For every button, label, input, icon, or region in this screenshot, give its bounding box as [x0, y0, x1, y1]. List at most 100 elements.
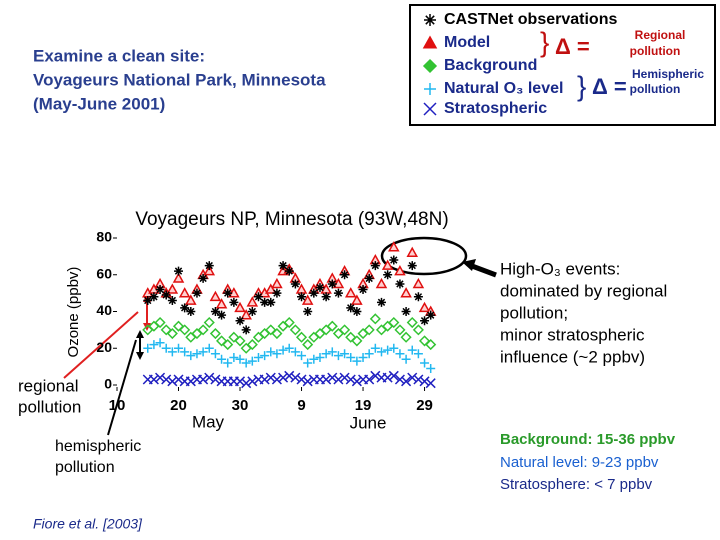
point: [161, 343, 171, 353]
point: [203, 265, 216, 276]
arrow-head: [136, 330, 144, 338]
point: [149, 292, 159, 302]
y-tick-label: 0: [104, 376, 112, 392]
highlight: [380, 236, 468, 276]
point: [382, 372, 393, 383]
point: [351, 376, 362, 387]
legend-symbol: [422, 58, 438, 74]
point: [370, 370, 381, 381]
heading: Examine a clean site: Voyageurs National…: [33, 46, 326, 113]
point: [401, 307, 411, 316]
point: [370, 343, 380, 353]
point: [425, 339, 437, 351]
point: [284, 266, 294, 276]
point: [407, 372, 418, 383]
point: [394, 324, 406, 336]
delta: Δ =: [592, 74, 627, 99]
legend-symbol: [424, 83, 436, 95]
point: [234, 335, 246, 347]
point: [339, 324, 351, 336]
legend-label: CASTNet observations: [444, 11, 617, 28]
point: [346, 352, 356, 362]
point: [234, 376, 246, 387]
point: [395, 349, 405, 359]
note: pollution: [630, 82, 681, 96]
point: [148, 374, 159, 385]
point: [246, 339, 258, 351]
point: [264, 283, 277, 294]
point: [302, 376, 313, 387]
point: [209, 327, 221, 340]
point: [364, 349, 374, 359]
point: [401, 376, 412, 387]
point: [290, 372, 301, 383]
point: [284, 343, 294, 353]
chart-title: Voyageurs NP, Minnesota (93W,48N): [135, 209, 448, 230]
point: [166, 283, 179, 294]
note-line: regional: [18, 376, 79, 395]
point: [192, 288, 202, 298]
note-line: dominated by regional: [500, 281, 667, 300]
x-tick-label: 20: [170, 397, 187, 414]
point: [290, 347, 300, 357]
point: [216, 335, 228, 347]
legend-label: Natural O₃ level: [444, 80, 563, 97]
point: [247, 307, 257, 316]
arrow: [107, 339, 137, 436]
point: [234, 301, 246, 313]
point: [174, 266, 184, 276]
point: [413, 292, 423, 302]
point: [315, 283, 325, 293]
legend-symbol: [424, 14, 436, 26]
point: [290, 279, 300, 289]
point: [352, 307, 362, 316]
point: [363, 324, 375, 336]
point: [413, 349, 423, 359]
point: [296, 374, 307, 385]
heading-line: Examine a clean site:: [33, 46, 205, 65]
point: [426, 310, 436, 320]
point: [143, 343, 153, 353]
point: [203, 316, 215, 329]
point: [364, 374, 375, 385]
point: [426, 363, 436, 373]
point: [420, 316, 430, 326]
note: Hemispheric: [632, 67, 704, 81]
point: [278, 261, 288, 271]
point: [418, 335, 431, 347]
point: [179, 324, 191, 336]
point: [297, 292, 307, 302]
range: Background: 15-36 ppbv: [500, 431, 676, 448]
x-tick-label: 10: [109, 397, 126, 414]
point: [376, 297, 386, 307]
arrow-head: [136, 352, 144, 360]
point: [192, 349, 202, 359]
point: [241, 358, 251, 368]
note: pollution: [630, 44, 681, 58]
point: [247, 356, 257, 366]
point: [271, 327, 283, 340]
x-tick-label: 19: [355, 397, 372, 414]
point: [166, 327, 178, 340]
x-tick-label: 9: [297, 397, 305, 414]
point: [283, 316, 295, 329]
point: [376, 347, 386, 357]
point: [302, 339, 314, 351]
point: [400, 331, 412, 343]
point: [321, 374, 332, 385]
point: [167, 376, 178, 387]
point: [284, 370, 295, 381]
note-line: pollution: [18, 397, 81, 416]
point: [370, 261, 380, 271]
point: [351, 335, 363, 347]
point: [197, 324, 209, 336]
point: [333, 374, 344, 385]
point: [143, 295, 153, 305]
point: [418, 301, 431, 313]
point: [235, 316, 245, 326]
point: [229, 297, 239, 307]
point: [228, 331, 240, 343]
point: [223, 358, 233, 368]
point: [240, 309, 252, 320]
